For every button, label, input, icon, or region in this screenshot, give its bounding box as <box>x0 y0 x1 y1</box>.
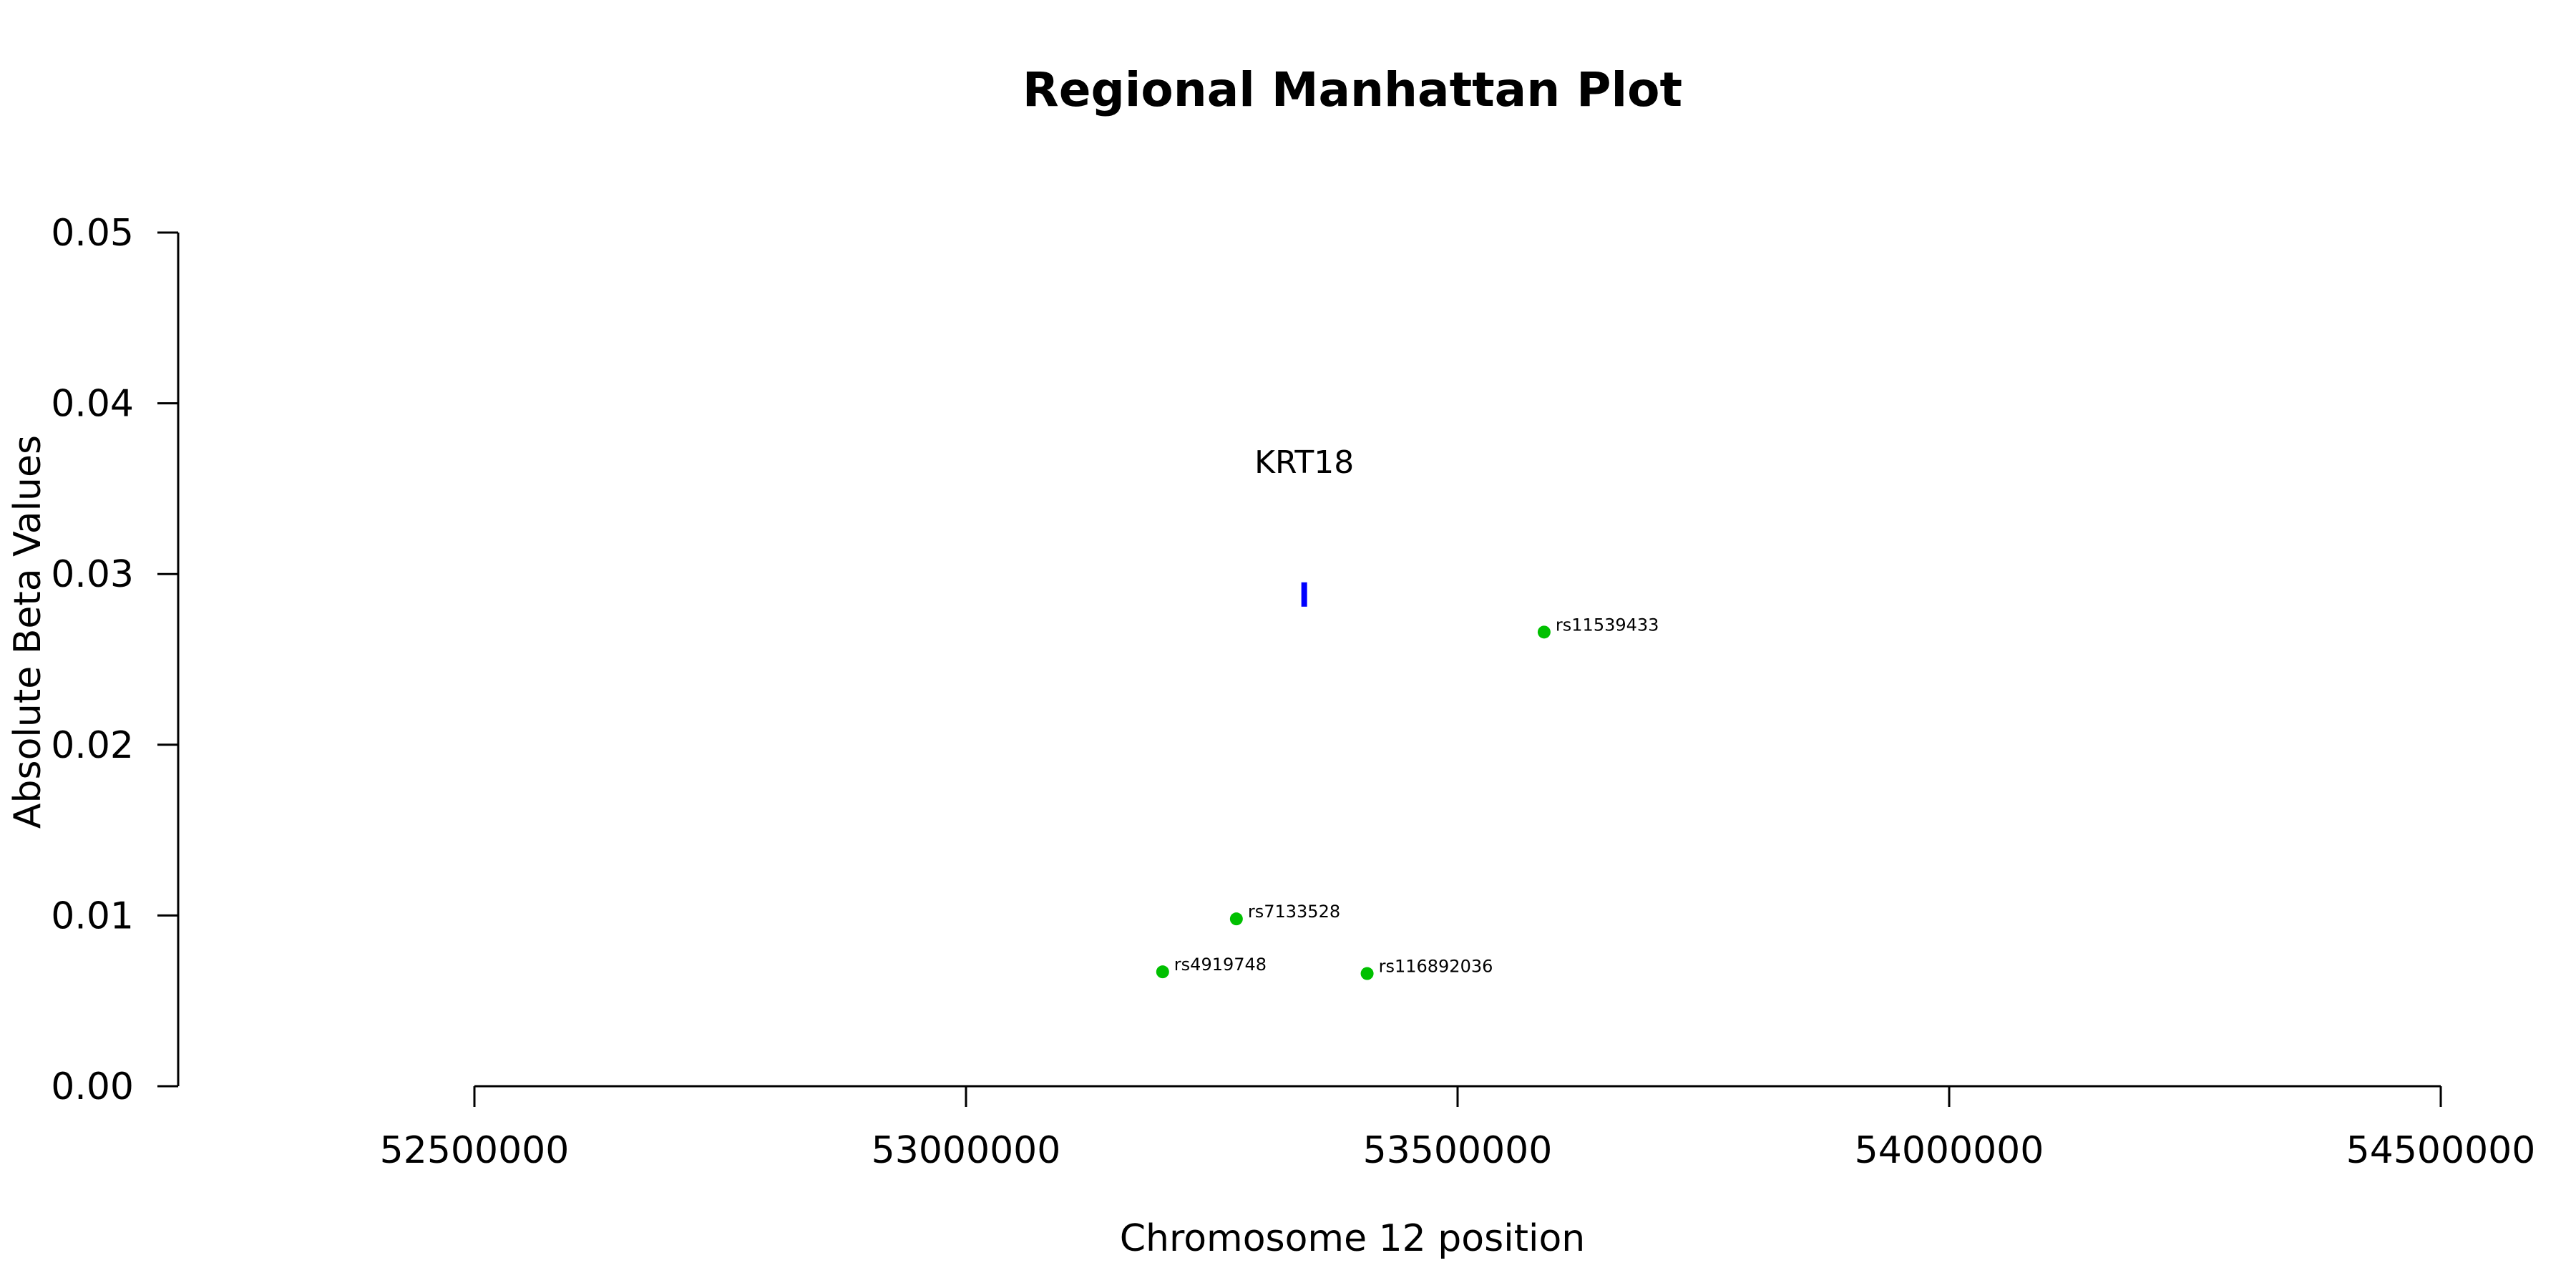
snp-point <box>1229 912 1243 926</box>
x-tick-label: 53500000 <box>1363 1129 1553 1172</box>
snp-label: rs116892036 <box>1379 957 1493 977</box>
y-tick-label: 0.00 <box>51 1065 134 1108</box>
snp-point <box>1156 965 1169 979</box>
y-tick-label: 0.05 <box>51 212 134 255</box>
snp-label: rs4919748 <box>1174 955 1267 975</box>
chart-title: Regional Manhattan Plot <box>1023 62 1682 117</box>
gene-markers: KRT18 <box>1254 444 1354 607</box>
snp-label: rs11539433 <box>1556 615 1659 635</box>
snp-label: rs7133528 <box>1248 902 1340 922</box>
y-tick-label: 0.03 <box>51 553 134 596</box>
y-tick-label: 0.01 <box>51 894 134 937</box>
snp-points: rs4919748 rs7133528 rs116892036 rs11539433 <box>1156 615 1659 980</box>
y-tick-label: 0.04 <box>51 383 134 426</box>
snp-point <box>1537 625 1551 639</box>
x-tick-label: 53000000 <box>872 1129 1061 1172</box>
y-tick-label: 0.02 <box>51 724 134 767</box>
y-axis: 0.00 0.01 0.02 0.03 0.04 0.05 <box>51 212 180 1108</box>
y-axis-label: Absolute Beta Values <box>6 435 49 829</box>
snp-point <box>1360 967 1374 980</box>
x-tick-label: 54500000 <box>2346 1129 2536 1172</box>
x-axis: 52500000 53000000 53500000 54000000 54500000 <box>380 1085 2536 1172</box>
x-axis-label: Chromosome 12 position <box>1120 1217 1586 1260</box>
x-tick-label: 54000000 <box>1855 1129 2044 1172</box>
x-tick-label: 52500000 <box>380 1129 570 1172</box>
gene-marker <box>1301 582 1307 607</box>
gene-label: KRT18 <box>1254 444 1354 481</box>
